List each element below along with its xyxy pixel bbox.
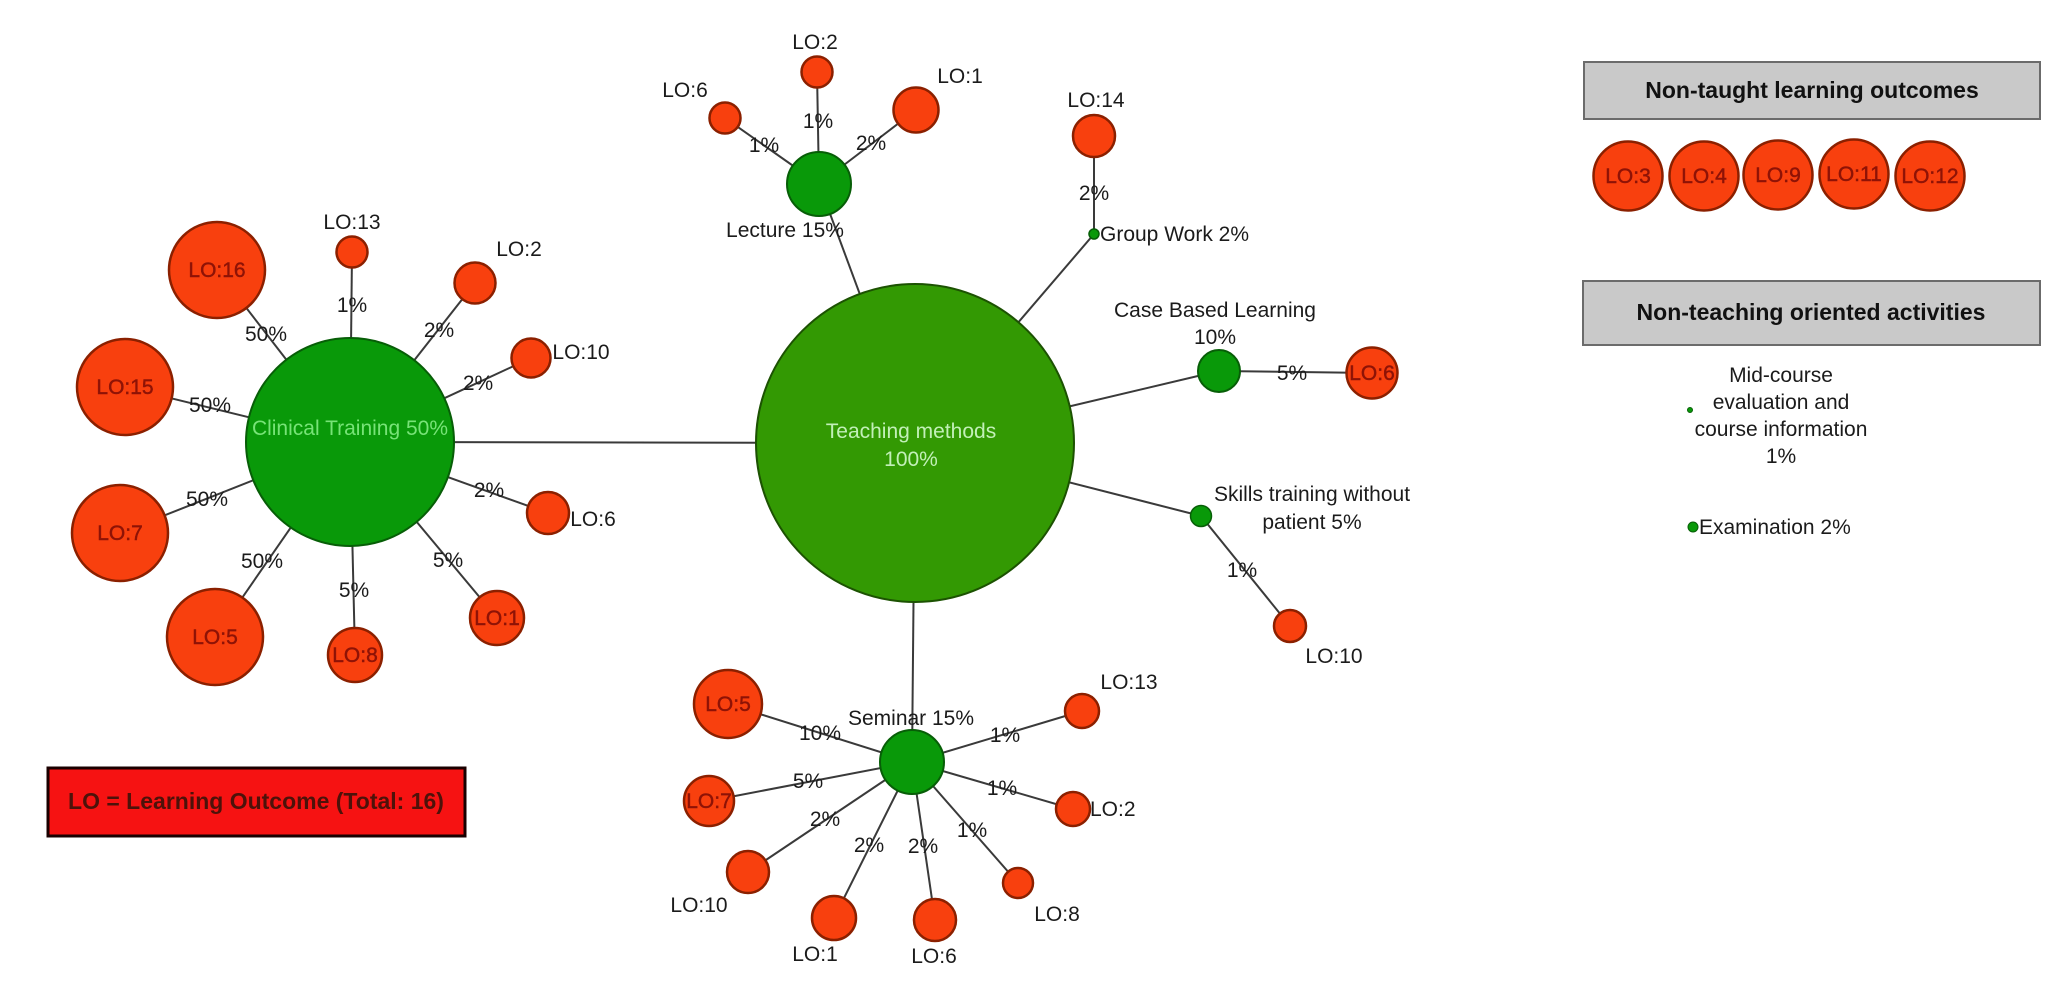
- svg-text:2%: 2%: [856, 132, 886, 155]
- svg-text:LO:6: LO:6: [570, 508, 616, 531]
- svg-text:LO:15: LO:15: [96, 376, 153, 399]
- svg-text:10%: 10%: [799, 722, 841, 745]
- svg-text:LO:6: LO:6: [1349, 362, 1395, 385]
- svg-text:LO:8: LO:8: [1034, 903, 1080, 926]
- svg-text:LO = Learning Outcome (Total:: LO = Learning Outcome (Total: 16): [68, 788, 444, 814]
- svg-text:100%: 100%: [884, 448, 938, 471]
- svg-text:2%: 2%: [810, 808, 840, 831]
- svg-text:LO:13: LO:13: [1100, 671, 1157, 694]
- svg-text:1%: 1%: [987, 777, 1017, 800]
- svg-text:1%: 1%: [990, 724, 1020, 747]
- svg-text:LO:6: LO:6: [662, 79, 708, 102]
- svg-text:LO:14: LO:14: [1067, 89, 1125, 112]
- svg-text:course information: course information: [1695, 418, 1868, 441]
- svg-text:Group Work 2%: Group Work 2%: [1100, 223, 1249, 246]
- svg-text:LO:1: LO:1: [792, 943, 838, 966]
- svg-text:LO:2: LO:2: [1090, 798, 1136, 821]
- svg-text:LO:5: LO:5: [705, 693, 751, 716]
- svg-text:LO:4: LO:4: [1681, 165, 1727, 188]
- svg-text:Skills training without: Skills training without: [1214, 483, 1410, 506]
- svg-text:1%: 1%: [749, 134, 779, 157]
- svg-text:LO:13: LO:13: [323, 211, 380, 234]
- svg-text:5%: 5%: [793, 770, 823, 793]
- svg-text:5%: 5%: [339, 579, 369, 602]
- svg-text:LO:16: LO:16: [188, 259, 245, 282]
- svg-text:50%: 50%: [189, 394, 231, 417]
- svg-text:5%: 5%: [1277, 362, 1307, 385]
- svg-text:LO:11: LO:11: [1826, 163, 1882, 186]
- svg-text:LO:10: LO:10: [552, 341, 609, 364]
- svg-text:LO:7: LO:7: [686, 790, 732, 813]
- svg-text:2%: 2%: [854, 834, 884, 857]
- svg-text:Case Based Learning: Case Based Learning: [1114, 299, 1316, 322]
- svg-text:LO:1: LO:1: [474, 607, 520, 630]
- svg-text:LO:12: LO:12: [1901, 165, 1958, 188]
- svg-text:LO:1: LO:1: [937, 65, 983, 88]
- svg-text:LO:9: LO:9: [1755, 164, 1801, 187]
- svg-text:50%: 50%: [241, 550, 283, 573]
- svg-text:Examination 2%: Examination 2%: [1699, 516, 1851, 539]
- svg-text:Lecture 15%: Lecture 15%: [726, 219, 844, 242]
- svg-text:Seminar 15%: Seminar 15%: [848, 707, 974, 730]
- svg-text:2%: 2%: [908, 835, 938, 858]
- svg-text:5%: 5%: [433, 549, 463, 572]
- svg-text:LO:8: LO:8: [332, 644, 378, 667]
- svg-text:1%: 1%: [803, 110, 833, 133]
- svg-text:LO:7: LO:7: [97, 522, 143, 545]
- svg-text:1%: 1%: [1766, 445, 1796, 468]
- svg-text:1%: 1%: [337, 294, 367, 317]
- svg-text:Clinical Training 50%: Clinical Training 50%: [252, 417, 448, 440]
- svg-text:2%: 2%: [1079, 182, 1109, 205]
- svg-text:2%: 2%: [424, 319, 454, 342]
- svg-text:50%: 50%: [186, 488, 228, 511]
- svg-text:LO:10: LO:10: [1305, 645, 1362, 668]
- svg-text:2%: 2%: [463, 372, 493, 395]
- svg-text:patient 5%: patient 5%: [1262, 511, 1361, 534]
- svg-text:LO:2: LO:2: [496, 238, 542, 261]
- svg-text:evaluation and: evaluation and: [1713, 391, 1850, 414]
- svg-text:LO:3: LO:3: [1605, 165, 1651, 188]
- svg-text:LO:5: LO:5: [192, 626, 238, 649]
- svg-text:Non-teaching oriented activiti: Non-teaching oriented activities: [1637, 299, 1986, 325]
- svg-text:LO:2: LO:2: [792, 31, 838, 54]
- svg-text:2%: 2%: [474, 479, 504, 502]
- svg-text:LO:6: LO:6: [911, 945, 957, 968]
- svg-text:1%: 1%: [957, 819, 987, 842]
- svg-text:Non-taught learning outcomes: Non-taught learning outcomes: [1645, 77, 1979, 103]
- svg-text:Mid-course: Mid-course: [1729, 364, 1833, 387]
- svg-text:50%: 50%: [245, 323, 287, 346]
- svg-text:1%: 1%: [1227, 559, 1257, 582]
- svg-text:10%: 10%: [1194, 326, 1236, 349]
- svg-text:Teaching methods: Teaching methods: [826, 420, 996, 443]
- svg-text:LO:10: LO:10: [670, 894, 727, 917]
